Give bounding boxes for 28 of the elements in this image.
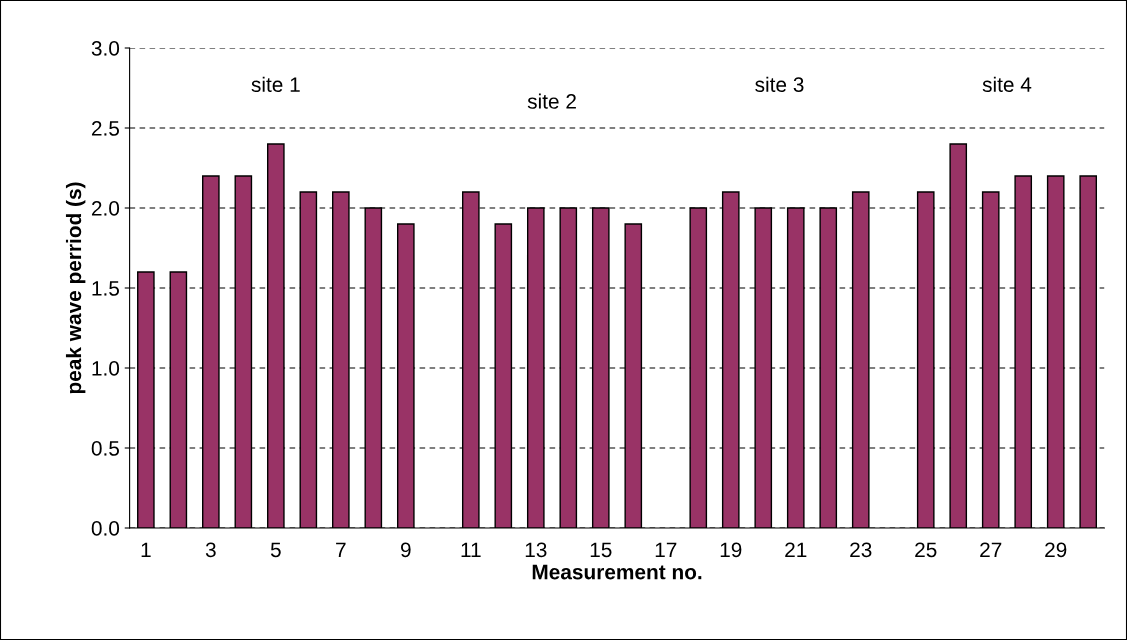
annotation: site 1 (251, 76, 300, 92)
x-tick-label: 17 (655, 542, 677, 557)
x-tick-label: 15 (590, 542, 612, 558)
x-tick-label: 23 (850, 542, 872, 558)
annotation: site 4 (982, 76, 1032, 92)
x-tick-label: 1 (141, 542, 151, 557)
y-tick-label: 0.0 (91, 521, 120, 536)
x-tick-label: 27 (980, 542, 1002, 557)
y-tick-label: 1.0 (92, 361, 120, 376)
x-tick-label: 11 (461, 542, 481, 557)
annotation: site 3 (755, 76, 804, 92)
y-tick-label: 2.0 (91, 201, 120, 216)
x-tick-label: 25 (915, 542, 937, 558)
x-tick-label: 5 (270, 542, 281, 558)
x-tick-label: 3 (205, 542, 216, 558)
annotation: site 2 (527, 93, 576, 109)
x-axis-title: Measurement no. (532, 564, 702, 580)
x-tick-label: 29 (1045, 542, 1067, 558)
y-tick-label: 3.0 (91, 41, 120, 56)
x-tick-label: 7 (336, 542, 346, 557)
y-tick-label: 2.5 (91, 121, 120, 136)
x-tick-label: 13 (525, 542, 547, 558)
y-axis-title: peak wave perriod (s) (65, 182, 86, 394)
x-tick-label: 19 (720, 542, 742, 558)
x-tick-label: 21 (785, 542, 807, 557)
y-tick-label: 1.5 (92, 281, 120, 296)
x-tick-label: 9 (401, 542, 411, 558)
y-tick-label: 0.5 (91, 441, 120, 456)
